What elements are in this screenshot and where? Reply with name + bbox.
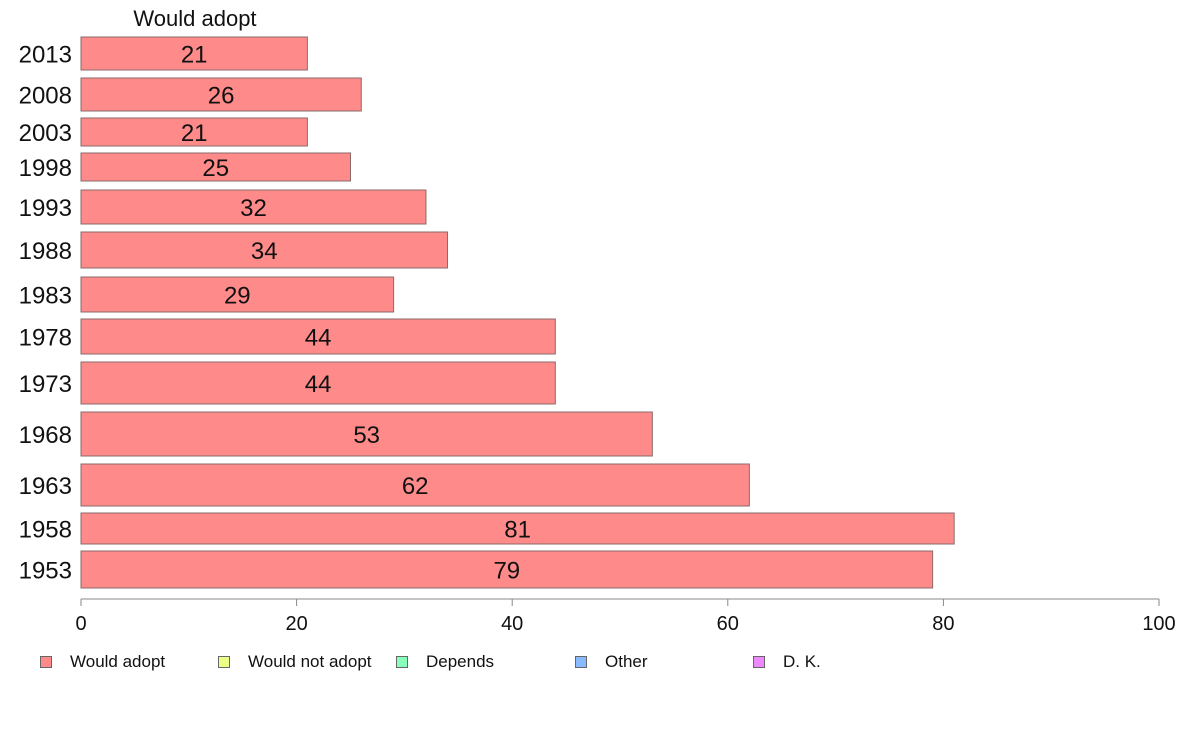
bar-value-label: 29	[224, 283, 251, 310]
x-tick-label: 0	[75, 613, 86, 635]
legend: Would adopt Would not adopt Depends Othe…	[0, 652, 1188, 674]
legend-item-other: Other	[575, 652, 648, 672]
legend-label: Other	[605, 652, 648, 671]
bar-value-label: 32	[240, 195, 267, 222]
chart-title: Would adopt	[133, 6, 256, 31]
bars-layer: 21 2013 26 2008 21 2003 25 1998 32 1993 34 1988 29 19…	[19, 36, 955, 589]
category-label: 1983	[19, 283, 72, 310]
bar-value-label: 26	[208, 83, 235, 110]
category-label: 2008	[19, 83, 72, 110]
bar-value-label: 81	[504, 517, 531, 544]
legend-swatch	[575, 656, 587, 668]
legend-swatch	[218, 656, 230, 668]
legend-swatch	[40, 656, 52, 668]
legend-label: Depends	[426, 652, 495, 671]
category-label: 1953	[19, 558, 72, 585]
x-tick-label: 80	[932, 613, 954, 635]
x-tick-label: 100	[1142, 613, 1175, 635]
legend-label: D. K.	[783, 652, 821, 671]
x-axis: 0 20 40 60 80 100	[75, 598, 1176, 635]
bar-1953	[80, 550, 934, 589]
x-tick-label: 60	[717, 613, 739, 635]
bar-value-label: 79	[493, 558, 520, 585]
bar-1988	[80, 231, 449, 269]
category-label: 1973	[19, 371, 72, 398]
legend-label: Would adopt	[70, 652, 166, 671]
x-tick-label: 20	[285, 613, 307, 635]
bar-value-label: 21	[181, 120, 208, 147]
bar-2003	[80, 117, 308, 147]
legend-swatch	[753, 656, 765, 668]
bar-2008	[80, 77, 362, 112]
bar-value-label: 53	[353, 422, 380, 449]
bar-1958	[80, 512, 955, 545]
category-label: 2003	[19, 120, 72, 147]
category-label: 2013	[19, 42, 72, 69]
legend-item-dk: D. K.	[753, 652, 821, 672]
category-label: 1988	[19, 238, 72, 265]
bar-1963	[80, 463, 750, 507]
bar-1968	[80, 411, 653, 457]
bar-value-label: 44	[305, 325, 332, 352]
category-label: 1998	[19, 155, 72, 182]
bar-1998	[80, 152, 351, 182]
x-tick-label: 40	[501, 613, 523, 635]
legend-item-would-adopt: Would adopt	[40, 652, 165, 672]
bar-2013	[80, 36, 308, 71]
bar-value-label: 34	[251, 238, 278, 265]
legend-item-would-not-adopt: Would not adopt	[218, 652, 372, 672]
category-label: 1978	[19, 325, 72, 352]
bar-value-label: 44	[305, 371, 332, 398]
bar-value-label: 25	[202, 155, 229, 182]
bar-1993	[80, 189, 427, 225]
bar-value-label: 62	[402, 473, 429, 500]
bar-1983	[80, 276, 395, 313]
legend-label: Would not adopt	[248, 652, 372, 671]
legend-swatch	[396, 656, 408, 668]
bar-value-label: 21	[181, 42, 208, 69]
bar-1978	[80, 318, 556, 355]
category-label: 1963	[19, 473, 72, 500]
category-label: 1968	[19, 422, 72, 449]
category-label: 1958	[19, 517, 72, 544]
category-label: 1993	[19, 195, 72, 222]
bar-1973	[80, 361, 556, 405]
legend-item-depends: Depends	[396, 652, 494, 672]
